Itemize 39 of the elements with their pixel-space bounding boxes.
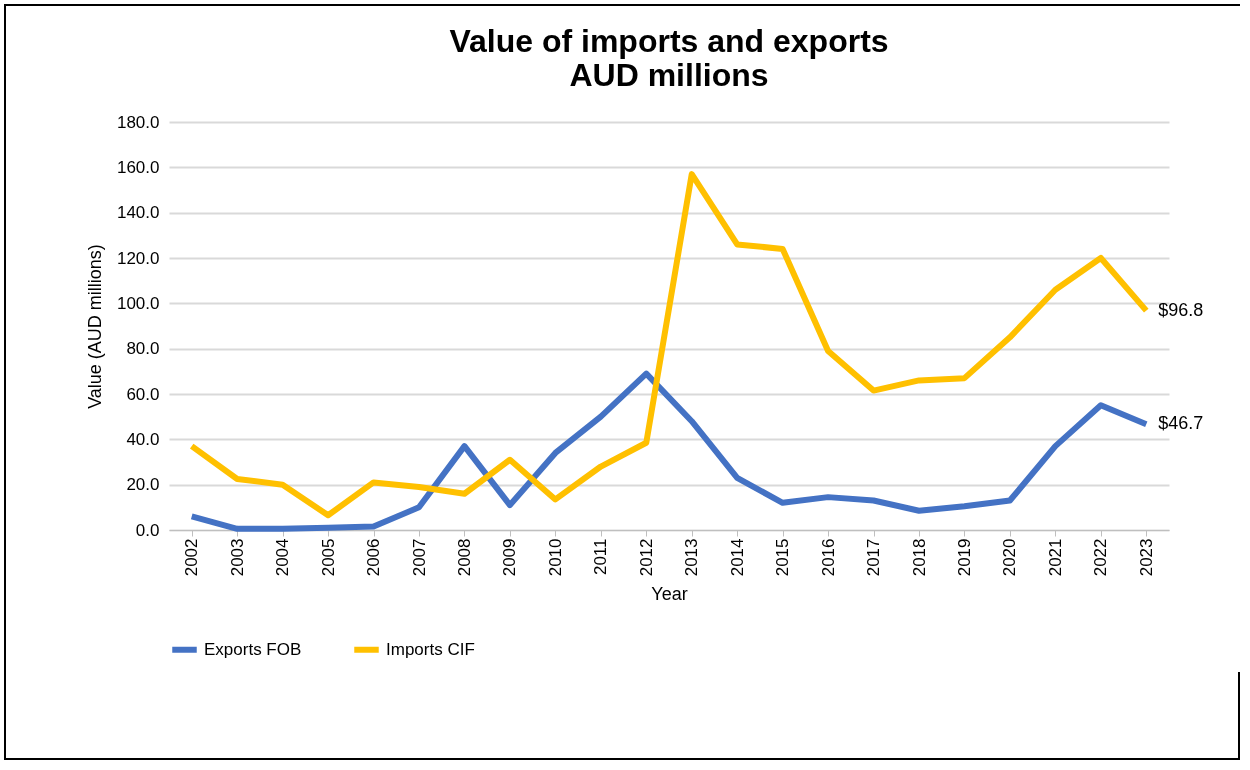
legend-label: Exports FOB bbox=[204, 639, 302, 659]
x-tick-label: 2022 bbox=[1091, 538, 1111, 577]
x-tick-label: 2005 bbox=[318, 538, 338, 577]
x-tick-label: 2016 bbox=[818, 538, 838, 577]
x-tick-label: 2002 bbox=[182, 538, 202, 577]
y-tick-label: 20.0 bbox=[126, 475, 160, 495]
x-tick-label: 2011 bbox=[591, 538, 611, 576]
x-tick-label: 2023 bbox=[1136, 538, 1156, 577]
y-tick-label: 120.0 bbox=[116, 248, 160, 268]
y-tick-label: 80.0 bbox=[126, 339, 160, 359]
x-tick-label: 2010 bbox=[545, 538, 565, 577]
y-tick-label: 60.0 bbox=[126, 384, 160, 404]
x-tick-label: 2004 bbox=[273, 538, 293, 577]
y-tick-label: 140.0 bbox=[116, 203, 160, 223]
y-tick-label: 40.0 bbox=[126, 429, 160, 449]
x-tick-label: 2007 bbox=[409, 538, 429, 577]
data-label: $96.8 bbox=[1158, 299, 1204, 320]
y-tick-label: 160.0 bbox=[116, 157, 160, 177]
x-tick-label: 2014 bbox=[727, 538, 747, 577]
x-tick-label: 2006 bbox=[364, 538, 384, 577]
x-tick-label: 2021 bbox=[1045, 538, 1065, 577]
y-tick-label: 100.0 bbox=[116, 293, 160, 313]
x-tick-label: 2020 bbox=[1000, 538, 1020, 577]
x-axis-title: Year bbox=[651, 584, 688, 605]
x-tick-label: 2003 bbox=[227, 538, 247, 577]
x-tick-label: 2015 bbox=[773, 538, 793, 577]
data-label: $46.7 bbox=[1158, 413, 1204, 434]
legend-label: Imports CIF bbox=[386, 639, 475, 659]
x-tick-label: 2008 bbox=[454, 538, 474, 577]
x-tick-label: 2019 bbox=[954, 538, 974, 577]
x-tick-label: 2012 bbox=[636, 538, 656, 577]
y-axis-title: Value (AUD millions) bbox=[84, 244, 105, 409]
y-tick-label: 180.0 bbox=[116, 112, 160, 132]
y-tick-label: 0.0 bbox=[135, 520, 160, 540]
x-tick-label: 2017 bbox=[864, 538, 884, 577]
x-tick-label: 2018 bbox=[909, 538, 929, 577]
x-tick-label: 2013 bbox=[682, 538, 702, 577]
text: Value of imports and exports bbox=[449, 23, 889, 59]
x-tick-label: 2009 bbox=[500, 538, 520, 577]
